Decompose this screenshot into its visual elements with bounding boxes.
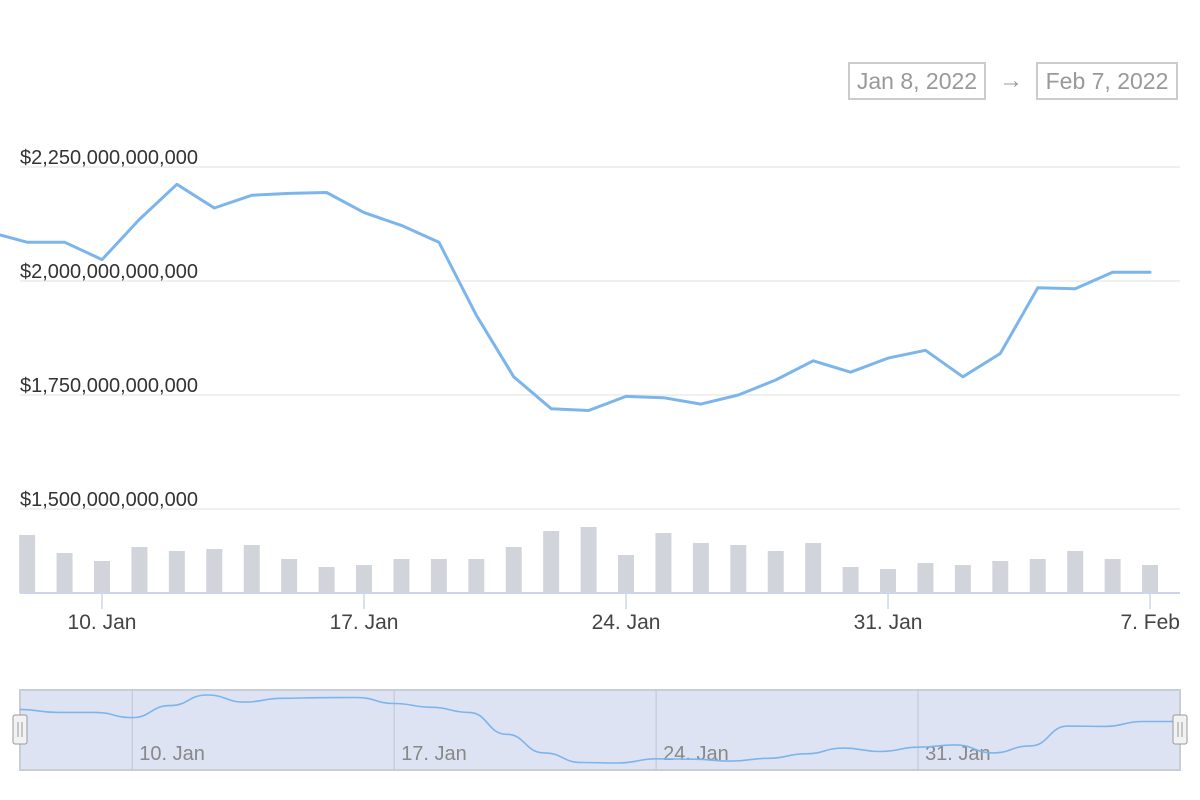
price-line-layer bbox=[0, 182, 1152, 412]
price-line bbox=[0, 182, 1152, 412]
y-axis-labels: $2,250,000,000,000 $2,000,000,000,000 $1,7… bbox=[20, 147, 198, 511]
navigator-tick-label: 17. Jan bbox=[401, 743, 467, 765]
range-start-input[interactable]: Jan 8, 2022 bbox=[848, 62, 986, 100]
volume-bar bbox=[692, 543, 709, 593]
volume-bar bbox=[1067, 551, 1084, 593]
volume-bar bbox=[19, 535, 36, 593]
volume-bar bbox=[580, 527, 597, 593]
volume-bar bbox=[281, 559, 298, 593]
range-arrow: → bbox=[999, 67, 1023, 94]
range-end-input[interactable]: Feb 7, 2022 bbox=[1036, 62, 1178, 100]
navigator[interactable]: 10. Jan 17. Jan 24. Jan 31. Jan bbox=[12, 689, 1188, 771]
volume-bar bbox=[393, 559, 410, 593]
navigator-series-line bbox=[19, 694, 1180, 764]
navigator-selected-range bbox=[19, 689, 1181, 771]
volume-bar bbox=[131, 547, 148, 593]
volume-bar bbox=[56, 553, 73, 593]
handle-grip bbox=[12, 714, 28, 745]
handle-grip bbox=[1172, 714, 1188, 745]
y-tick-label: $1,750,000,000,000 bbox=[20, 375, 198, 397]
volume-bar bbox=[805, 543, 822, 593]
volume-bar bbox=[468, 559, 485, 593]
y-tick-label: $2,250,000,000,000 bbox=[20, 147, 198, 169]
volume-bar bbox=[880, 569, 897, 593]
volume-bar bbox=[168, 551, 185, 593]
volume-bar bbox=[917, 563, 934, 593]
x-tick-label: 7. Feb bbox=[1120, 611, 1180, 634]
x-tick-label: 31. Jan bbox=[854, 611, 923, 634]
x-tick-label: 24. Jan bbox=[592, 611, 661, 634]
volume-bar bbox=[767, 551, 784, 593]
gridlines bbox=[20, 166, 1180, 510]
volume-bar bbox=[94, 561, 110, 593]
x-tick-label: 17. Jan bbox=[330, 611, 399, 634]
volume-bars bbox=[19, 527, 1159, 593]
x-axis bbox=[20, 592, 1180, 609]
volume-bar bbox=[430, 559, 447, 593]
volume-bar bbox=[1104, 559, 1121, 593]
navigator-left-handle[interactable] bbox=[12, 714, 28, 745]
x-axis-labels: 10. Jan 17. Jan 24. Jan 31. Jan 7. Feb bbox=[68, 611, 1180, 634]
volume-bar bbox=[543, 531, 560, 593]
volume-bar bbox=[655, 533, 672, 593]
volume-bar bbox=[730, 545, 747, 593]
navigator-tick-label: 24. Jan bbox=[663, 743, 729, 765]
y-tick-label: $1,500,000,000,000 bbox=[20, 489, 198, 511]
volume-bar bbox=[1142, 565, 1159, 593]
y-tick-label: $2,000,000,000,000 bbox=[20, 261, 198, 283]
volume-bar bbox=[1029, 559, 1046, 593]
volume-bar bbox=[356, 565, 373, 593]
navigator-tick-label: 10. Jan bbox=[139, 743, 205, 765]
volume-bar bbox=[505, 547, 522, 593]
volume-bar bbox=[318, 567, 335, 593]
volume-bar bbox=[842, 567, 859, 593]
volume-bar bbox=[243, 545, 260, 593]
volume-bar bbox=[618, 555, 635, 593]
navigator-right-handle[interactable] bbox=[1172, 714, 1188, 745]
x-tick-label: 10. Jan bbox=[68, 611, 137, 634]
volume-bar bbox=[206, 549, 223, 593]
volume-bar bbox=[954, 565, 971, 593]
volume-bar bbox=[992, 561, 1009, 593]
